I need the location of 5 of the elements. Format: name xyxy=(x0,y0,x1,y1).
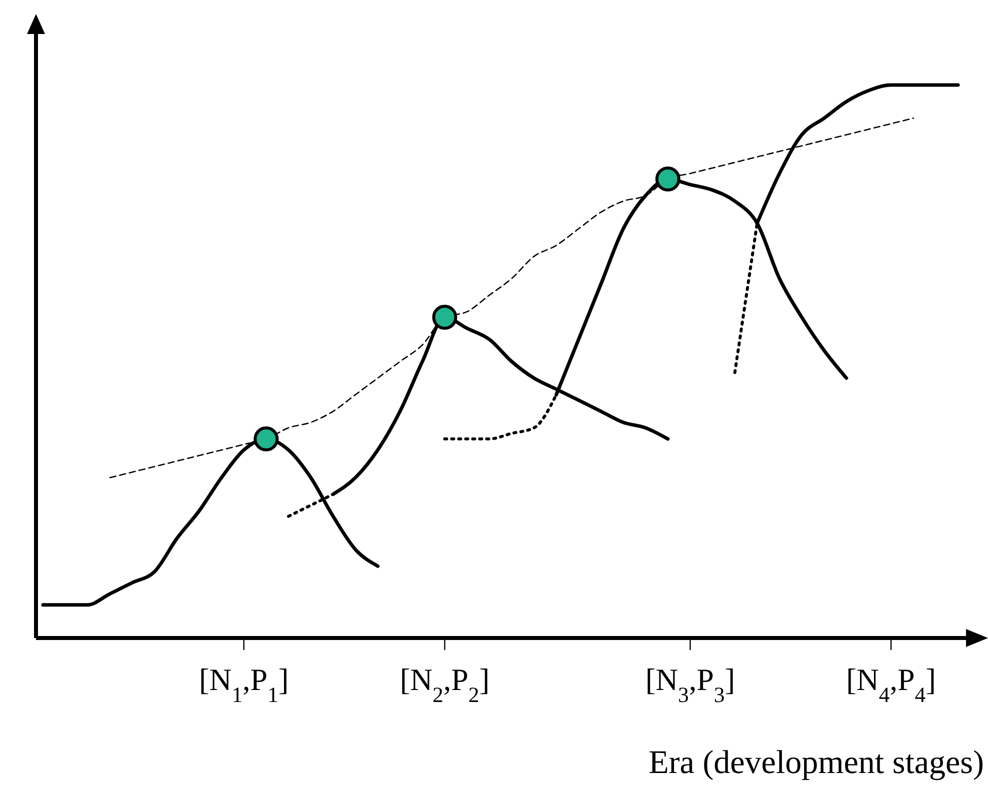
x-tick-label: [N$_{3}$,P$_{3}$] xyxy=(645,662,736,707)
x-tick-label: [N$_{2}$,P$_{2}$] xyxy=(400,662,490,707)
x-tick-label: [N$_{4}$,P$_{4}$] xyxy=(846,662,936,707)
x-tick-label: [N$_{1}$,P$_{1}$] xyxy=(198,662,289,707)
x-axis-title: Era (development stages) xyxy=(648,745,984,781)
